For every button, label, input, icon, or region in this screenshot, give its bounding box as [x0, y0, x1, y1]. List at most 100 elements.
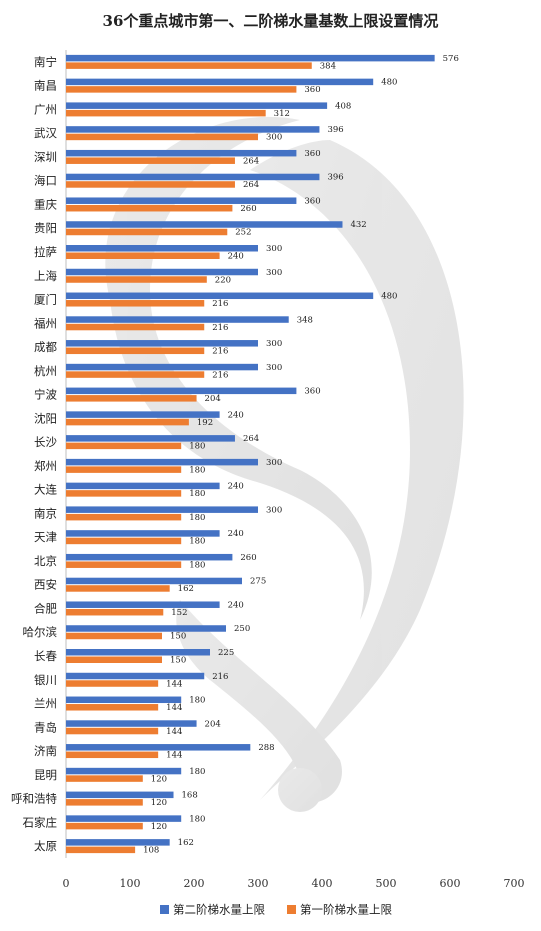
category-label: 宁波: [34, 388, 57, 402]
bar: [66, 561, 182, 568]
data-label: 216: [212, 370, 228, 380]
data-label: 108: [143, 846, 159, 856]
data-label: 216: [212, 299, 228, 309]
data-label: 204: [205, 719, 221, 729]
bar: [66, 632, 162, 640]
category-label: 贵阳: [34, 221, 57, 235]
x-tick-label: 700: [504, 877, 525, 890]
data-label: 162: [178, 584, 194, 594]
data-label: 240: [228, 600, 244, 610]
data-label: 220: [215, 275, 231, 285]
data-label: 360: [304, 387, 320, 397]
data-label: 288: [258, 743, 274, 753]
bar: [66, 672, 205, 680]
data-label: 260: [240, 553, 256, 563]
category-label: 南昌: [34, 79, 57, 93]
bar: [66, 435, 235, 442]
bar: [66, 340, 258, 347]
data-label: 300: [266, 505, 282, 515]
bar: [66, 490, 182, 497]
bar: [66, 245, 258, 252]
bar: [66, 252, 220, 259]
data-label: 300: [266, 339, 282, 349]
category-label: 南京: [34, 506, 57, 520]
legend: 第二阶梯水量上限 第一阶梯水量上限: [160, 903, 392, 917]
bar: [66, 62, 312, 69]
legend-swatch: [160, 905, 169, 914]
data-label: 432: [350, 220, 366, 230]
bar: [66, 78, 374, 86]
category-label: 济南: [34, 744, 57, 758]
data-label: 144: [166, 679, 182, 689]
category-label: 北京: [34, 554, 57, 568]
data-label: 275: [250, 577, 266, 587]
bar: [66, 221, 343, 228]
bar: [66, 347, 205, 355]
data-label: 204: [205, 394, 221, 404]
legend-label: 第二阶梯水量上限: [173, 903, 265, 917]
bar: [66, 204, 233, 212]
bar: [66, 276, 207, 283]
bar: [66, 157, 235, 164]
x-tick-label: 300: [248, 877, 269, 890]
bar: [66, 133, 258, 141]
category-label: 南宁: [34, 55, 57, 69]
data-label: 300: [266, 458, 282, 468]
data-label: 360: [304, 196, 320, 206]
category-label: 郑州: [34, 459, 57, 473]
bar: [66, 727, 159, 735]
bar: [66, 292, 374, 300]
data-label: 264: [243, 434, 259, 444]
bar: [66, 395, 197, 402]
bar: [66, 173, 320, 181]
data-label: 300: [266, 363, 282, 373]
data-label: 152: [171, 608, 187, 618]
data-label: 360: [304, 85, 320, 95]
category-label: 合肥: [34, 601, 57, 615]
category-label: 西安: [34, 578, 57, 592]
category-label: 银川: [34, 673, 57, 687]
category-label: 成都: [34, 340, 57, 354]
data-label: 252: [235, 228, 251, 238]
data-label: 408: [335, 101, 351, 111]
bar: [66, 775, 143, 782]
x-tick-label: 200: [184, 877, 205, 890]
bar: [66, 181, 235, 188]
data-label: 264: [243, 156, 259, 166]
bar: [66, 822, 143, 830]
bar: [66, 625, 226, 632]
category-label: 福州: [34, 316, 57, 330]
bar: [66, 553, 233, 561]
data-label: 150: [170, 656, 186, 666]
bar: [66, 846, 136, 854]
data-label: 144: [166, 727, 182, 737]
bar: [66, 513, 182, 521]
data-label: 120: [151, 798, 167, 808]
bar: [66, 466, 182, 473]
data-label: 150: [170, 632, 186, 642]
data-label: 240: [228, 252, 244, 262]
bar: [66, 316, 289, 323]
bar: [66, 300, 205, 307]
category-label: 青岛: [34, 720, 57, 734]
data-label: 180: [189, 442, 205, 452]
legend-label: 第一阶梯水量上限: [300, 903, 392, 917]
bar: [66, 442, 182, 450]
category-label: 天津: [34, 530, 57, 544]
x-tick-label: 400: [312, 877, 333, 890]
category-label: 杭州: [34, 364, 57, 378]
data-label: 192: [197, 418, 213, 428]
category-label: 长沙: [34, 435, 57, 449]
data-label: 180: [189, 814, 205, 824]
bar: [66, 86, 297, 93]
data-label: 216: [212, 323, 228, 333]
bar: [66, 791, 174, 799]
bar: [66, 577, 242, 585]
x-tick-label: 600: [440, 877, 461, 890]
category-label: 大连: [34, 483, 57, 497]
bar: [66, 149, 297, 157]
bar: [66, 656, 162, 663]
data-label: 168: [182, 791, 198, 801]
chart-title: 36个重点城市第一、二阶梯水量基数上限设置情况: [102, 12, 439, 30]
bar: [66, 585, 170, 592]
